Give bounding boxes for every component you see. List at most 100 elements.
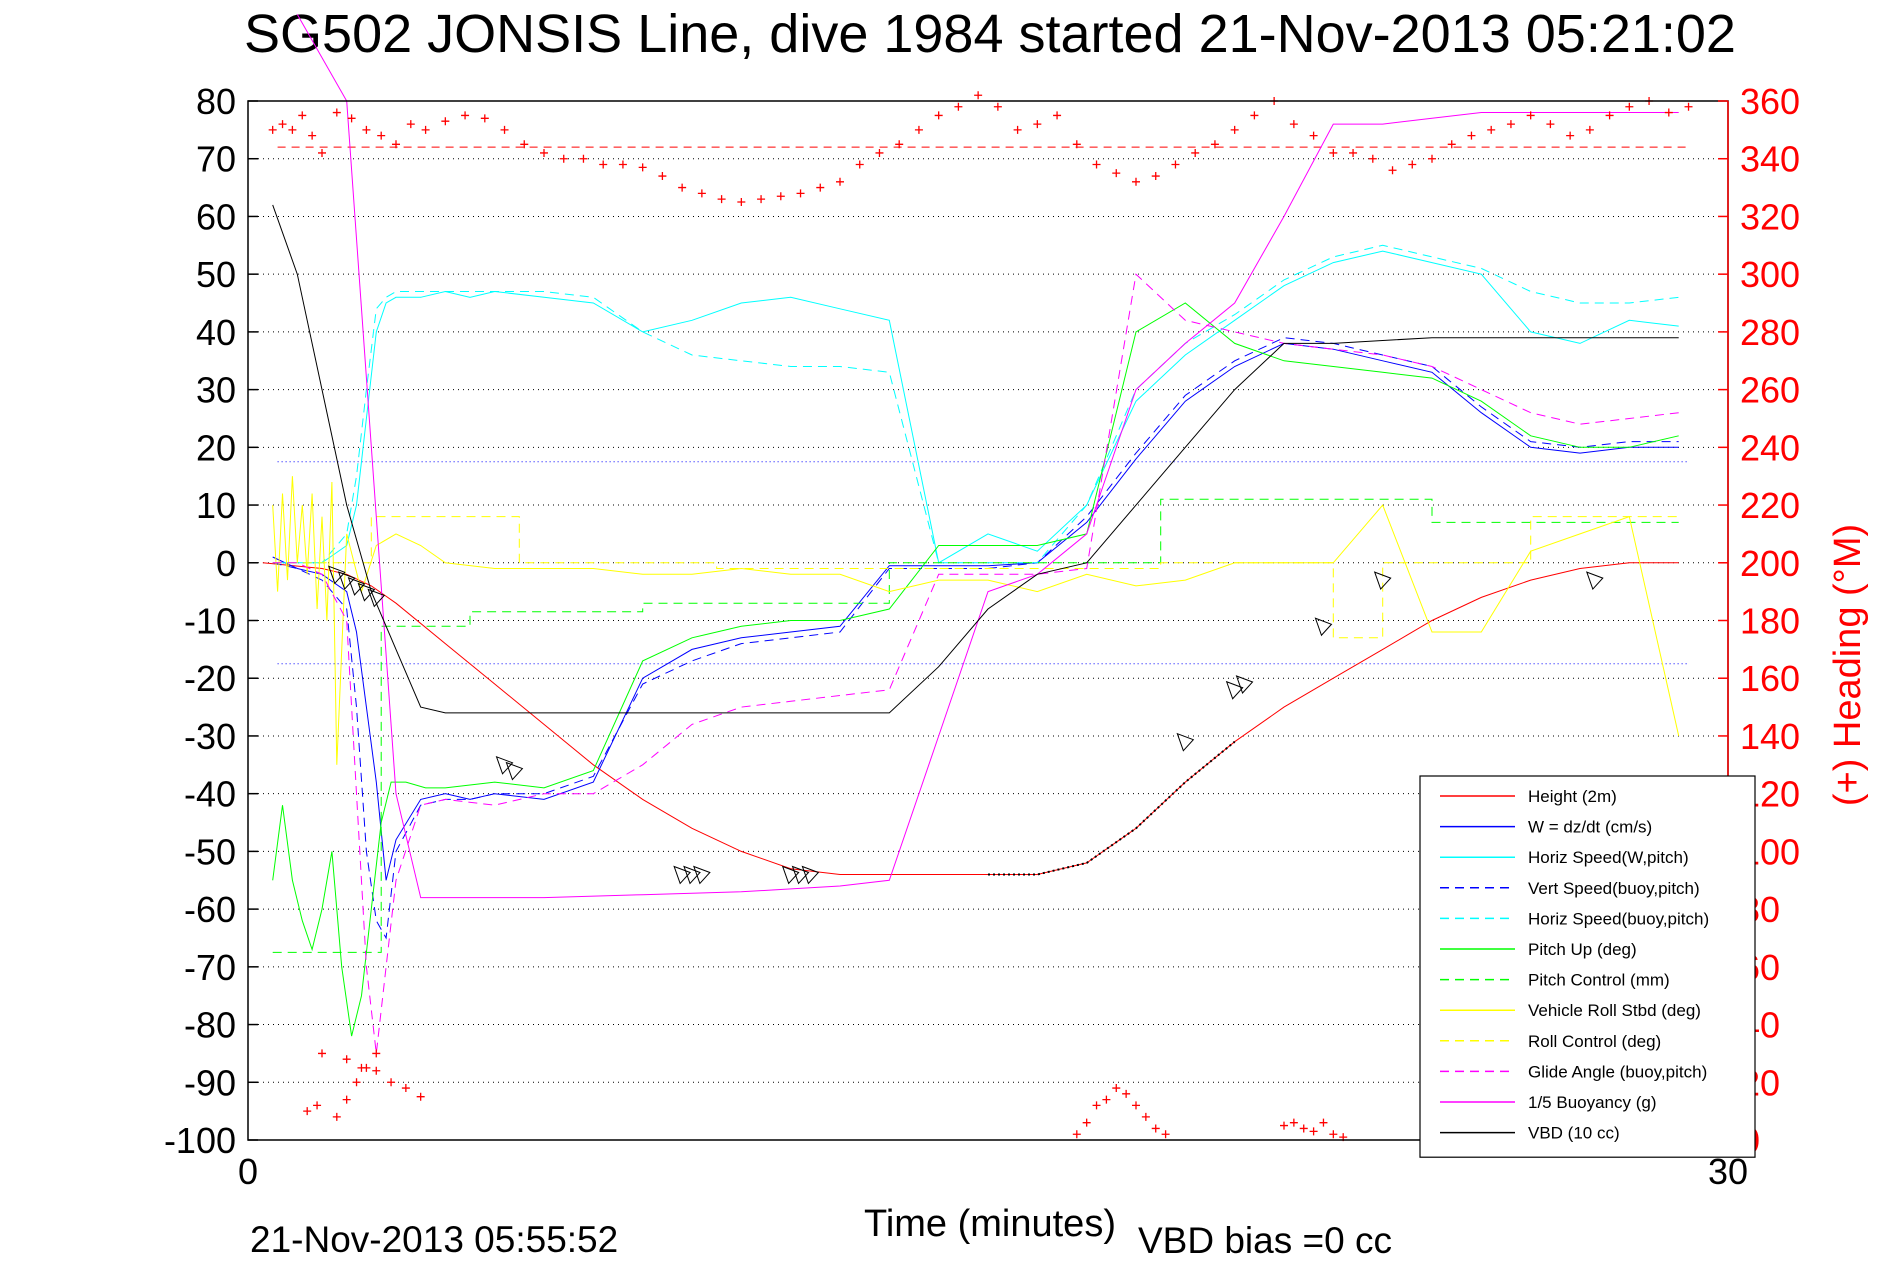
heading-point [1132, 1101, 1140, 1110]
heading-point [796, 189, 805, 198]
series-line [272, 302, 1679, 1037]
heading-point [1122, 1089, 1131, 1098]
heading-point [392, 140, 400, 149]
y-tick-label: 80 [196, 81, 236, 122]
right-tick-label: 200 [1740, 543, 1800, 584]
y-tick-label: -50 [184, 831, 236, 872]
x-axis-label: Time (minutes) [864, 1203, 1116, 1245]
x-axis: 0 30 [238, 1151, 1748, 1192]
legend-label: VBD (10 cc) [1528, 1124, 1620, 1143]
heading-point [836, 177, 844, 186]
profile-marker [683, 865, 701, 885]
heading-point [298, 111, 307, 120]
heading-point [895, 140, 904, 149]
data-series [262, 14, 1680, 1054]
profile-marker [673, 865, 691, 885]
y-tick-label: -10 [184, 601, 236, 642]
heading-point [406, 120, 415, 129]
right-tick-label: 280 [1740, 312, 1800, 353]
heading-point [401, 1084, 410, 1093]
heading-point [1191, 148, 1200, 157]
heading-point [520, 140, 529, 149]
legend-box [1419, 775, 1756, 1158]
series-line [272, 498, 1679, 953]
vbd-bias-label: VBD bias =0 cc [1138, 1220, 1392, 1261]
right-tick-label: 300 [1740, 254, 1800, 295]
heading-point [993, 102, 1002, 111]
heading-point [1546, 120, 1555, 129]
heading-point [1141, 1112, 1150, 1121]
heading-point [1487, 125, 1496, 134]
heading-point [776, 192, 785, 201]
heading-point [1309, 131, 1318, 140]
heading-point [1250, 111, 1259, 120]
heading-point [1132, 177, 1140, 186]
reference-lines [277, 146, 1689, 665]
heading-point [1151, 1124, 1160, 1133]
right-y-axis-label: (+) Heading (°M) [1827, 524, 1869, 806]
legend-label: Vehicle Roll Stbd (deg) [1528, 1001, 1701, 1020]
right-tick-label: 160 [1740, 658, 1800, 699]
y-tick-label: 20 [196, 427, 236, 468]
y-tick-label: 70 [196, 139, 236, 180]
legend-label: Pitch Control (mm) [1528, 971, 1670, 990]
heading-point [697, 189, 706, 198]
heading-point [387, 1078, 396, 1087]
profile-marker [327, 565, 346, 585]
profile-marker [1235, 675, 1254, 694]
profile-marker [495, 755, 514, 775]
heading-point [1161, 1130, 1170, 1139]
profile-marker [1373, 571, 1392, 591]
heading-point [1102, 1095, 1111, 1104]
heading-point [1428, 154, 1436, 163]
y-tick-label: -60 [184, 889, 236, 930]
heading-point [352, 1078, 361, 1087]
series-line [272, 250, 1679, 564]
heading-point [1289, 1118, 1298, 1127]
heading-point [362, 1063, 371, 1072]
heading-point [1506, 120, 1515, 129]
heading-point [1329, 148, 1338, 157]
y-tick-label: 30 [196, 370, 236, 411]
heading-point [1053, 111, 1062, 120]
y-tick-label: 40 [196, 312, 236, 353]
heading-point [461, 111, 470, 120]
y-tick-label: -90 [184, 1062, 236, 1103]
right-tick-label: 360 [1740, 81, 1800, 122]
heading-point [1230, 125, 1239, 134]
heading-point [1092, 1101, 1101, 1110]
right-tick-label: 340 [1740, 139, 1800, 180]
series-line [272, 273, 1679, 1054]
series-line [272, 337, 1679, 940]
profile-marker [357, 582, 376, 602]
heading-point [1605, 111, 1614, 120]
y-tick-label: -20 [184, 658, 236, 699]
heading-points [268, 91, 1693, 1142]
right-tick-label: 260 [1740, 370, 1800, 411]
heading-point [318, 148, 326, 157]
heading-point [1289, 120, 1298, 129]
heading-point [1526, 111, 1535, 120]
y-tick-label: -100 [164, 1120, 236, 1161]
series-line [272, 342, 1679, 881]
right-tick-label: 320 [1740, 196, 1800, 237]
heading-point [954, 102, 963, 111]
series-line [262, 562, 1679, 875]
heading-point [914, 125, 923, 134]
profile-marker [367, 588, 386, 608]
heading-point [1447, 140, 1456, 149]
heading-point [1299, 1124, 1308, 1133]
heading-point [1566, 131, 1575, 140]
heading-point [1684, 102, 1693, 111]
chart-title: SG502 JONSIS Line, dive 1984 started 21-… [244, 4, 1736, 64]
heading-point [1280, 1121, 1288, 1130]
heading-point [1013, 125, 1022, 134]
heading-point [1151, 172, 1160, 181]
heading-point [816, 183, 825, 192]
profile-marker [337, 571, 356, 591]
right-tick-label: 240 [1740, 427, 1800, 468]
heading-point [618, 160, 627, 169]
profile-marker [505, 761, 524, 781]
series-line [272, 244, 1679, 564]
series-line [272, 516, 1679, 639]
